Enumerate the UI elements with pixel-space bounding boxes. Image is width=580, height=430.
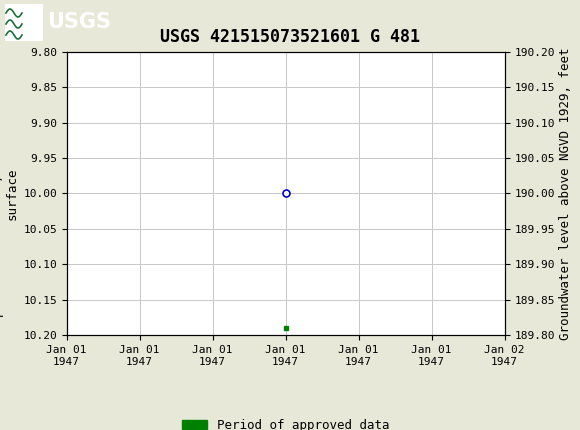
- Legend: Period of approved data: Period of approved data: [177, 414, 394, 430]
- Text: USGS: USGS: [47, 12, 111, 33]
- Text: USGS 421515073521601 G 481: USGS 421515073521601 G 481: [160, 28, 420, 46]
- Y-axis label: Groundwater level above NGVD 1929, feet: Groundwater level above NGVD 1929, feet: [559, 47, 572, 340]
- FancyBboxPatch shape: [5, 4, 43, 41]
- Y-axis label: Depth to water level, feet below land
surface: Depth to water level, feet below land su…: [0, 55, 19, 332]
